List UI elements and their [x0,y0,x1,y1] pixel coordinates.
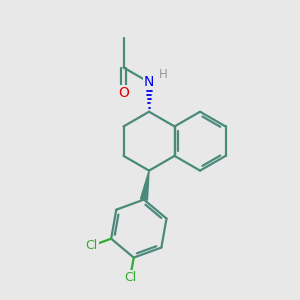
Polygon shape [140,171,149,200]
Text: N: N [144,75,154,89]
Text: Cl: Cl [124,272,136,284]
Text: H: H [159,68,167,81]
Text: Cl: Cl [86,239,98,252]
Text: O: O [118,86,129,100]
